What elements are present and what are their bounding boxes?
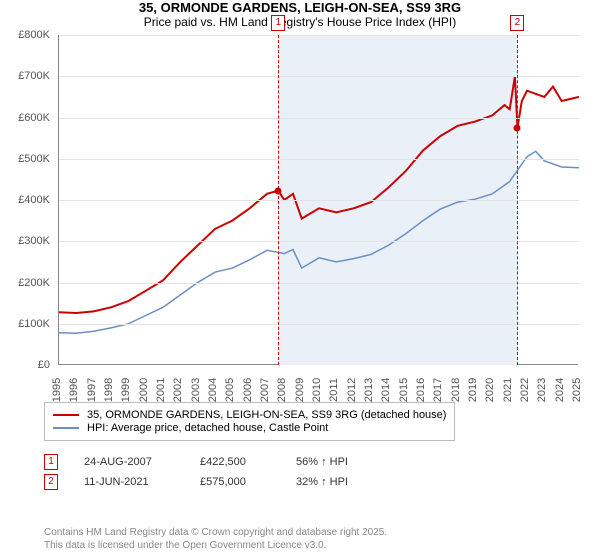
annotation-delta-1: 56% ↑ HPI [296,456,348,468]
y-axis-label: £0 [38,359,50,371]
legend-item-property: 35, ORMONDE GARDENS, LEIGH-ON-SEA, SS9 3… [53,409,446,421]
y-axis-label: £800K [18,29,50,41]
legend-item-hpi: HPI: Average price, detached house, Cast… [53,422,446,434]
annotation-flag-1: 1 [271,15,285,31]
y-axis-label: £100K [18,318,50,330]
annotation-row-1: 1 24-AUG-2007 £422,500 56% ↑ HPI [44,454,348,470]
x-axis-label: 2010 [311,378,325,402]
x-axis-label: 2004 [207,378,221,402]
x-axis-label: 2001 [155,378,169,402]
annotation-marker-2: 2 [44,474,58,490]
x-axis-label: 1997 [86,378,100,402]
annotation-flag-2: 2 [510,15,524,31]
annotation-dot-2 [514,124,521,131]
x-axis-label: 1999 [120,378,134,402]
x-axis-label: 2013 [363,378,377,402]
x-axis-label: 2002 [172,378,186,402]
legend-label-hpi: HPI: Average price, detached house, Cast… [87,422,328,434]
y-axis-label: £600K [18,112,50,124]
x-axis-label: 2019 [467,378,481,402]
x-axis-label: 2021 [502,378,516,402]
annotation-price-1: £422,500 [200,456,270,468]
series-line-property [59,76,579,313]
plot-area: 12 [58,35,578,365]
annotation-delta-2: 32% ↑ HPI [296,476,348,488]
annotation-date-1: 24-AUG-2007 [84,456,174,468]
credits-line-1: Contains HM Land Registry data © Crown c… [44,526,387,539]
annotation-row-2: 2 11-JUN-2021 £575,000 32% ↑ HPI [44,474,348,490]
x-axis-label: 2015 [398,378,412,402]
x-axis-label: 2014 [380,378,394,402]
y-axis-label: £200K [18,277,50,289]
annotation-date-2: 11-JUN-2021 [84,476,174,488]
x-axis-label: 2003 [190,378,204,402]
x-axis-label: 2009 [294,378,308,402]
x-axis-label: 2011 [328,378,342,402]
x-axis-label: 2022 [519,378,533,402]
x-axis-label: 1996 [68,378,82,402]
x-axis-label: 2023 [536,378,550,402]
legend-label-property: 35, ORMONDE GARDENS, LEIGH-ON-SEA, SS9 3… [87,409,446,421]
legend: 35, ORMONDE GARDENS, LEIGH-ON-SEA, SS9 3… [44,402,455,441]
x-axis-label: 2017 [432,378,446,402]
x-axis-label: 1995 [51,378,65,402]
y-axis-label: £500K [18,153,50,165]
legend-swatch-property [53,414,79,416]
annotation-table: 1 24-AUG-2007 £422,500 56% ↑ HPI 2 11-JU… [44,450,348,494]
x-axis-label: 2000 [138,378,152,402]
x-axis-label: 2007 [259,378,273,402]
x-axis-label: 1998 [103,378,117,402]
x-axis-label: 2012 [346,378,360,402]
x-axis-label: 2016 [415,378,429,402]
series-line-hpi [59,151,579,333]
chart-title: 35, ORMONDE GARDENS, LEIGH-ON-SEA, SS9 3… [0,0,600,15]
x-axis-label: 2008 [276,378,290,402]
y-axis-label: £700K [18,70,50,82]
y-axis-label: £400K [18,194,50,206]
credits: Contains HM Land Registry data © Crown c… [44,526,387,552]
legend-swatch-hpi [53,427,79,429]
annotation-price-2: £575,000 [200,476,270,488]
x-axis-label: 2005 [224,378,238,402]
x-axis-label: 2024 [554,378,568,402]
x-axis-label: 2018 [450,378,464,402]
y-axis-label: £300K [18,235,50,247]
x-axis-label: 2006 [242,378,256,402]
chart-area: 12 £0 £100K £200K £300K £400K £500K £600K £700K… [10,35,580,395]
annotation-dot-1 [275,187,282,194]
x-axis-label: 2025 [571,378,585,402]
annotation-marker-1: 1 [44,454,58,470]
credits-line-2: This data is licensed under the Open Gov… [44,539,387,552]
x-axis-label: 2020 [484,378,498,402]
